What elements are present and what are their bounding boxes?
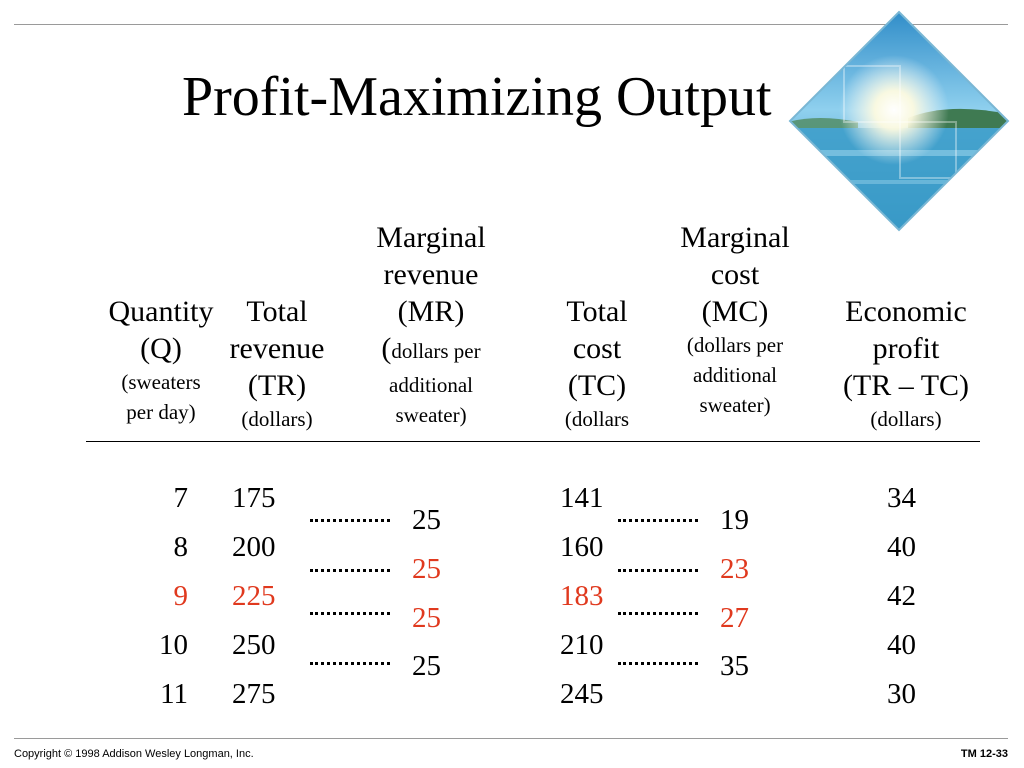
cell-marginal-cost: 19 [720, 504, 749, 536]
top-rule [14, 24, 1008, 25]
cell-quantity: 9 [173, 580, 189, 612]
cell-quantity: 11 [160, 678, 188, 710]
cell-total-cost: 141 [560, 482, 604, 514]
cell-quantity: 8 [173, 531, 189, 563]
header-divider [86, 441, 980, 442]
mc-leader-dots [618, 569, 698, 572]
header-marginal-revenue: Marginal revenue (MR) (dollars per addit… [376, 221, 486, 427]
copyright-text: Copyright © 1998 Addison Wesley Longman,… [14, 748, 254, 760]
cell-economic-profit: 34 [887, 482, 916, 514]
cell-quantity: 10 [159, 629, 188, 661]
cell-total-revenue: 175 [232, 482, 276, 514]
header-economic-profit: Economic profit (TR – TC) (dollars) [842, 295, 970, 431]
slide-title: Profit-Maximizing Output [182, 66, 772, 128]
cell-economic-profit: 40 [887, 629, 916, 661]
mc-leader-dots [618, 612, 698, 615]
mr-leader-dots [310, 612, 390, 615]
cell-economic-profit: 42 [887, 580, 916, 612]
cell-total-revenue: 225 [232, 580, 276, 612]
cell-economic-profit: 40 [887, 531, 916, 563]
mc-leader-dots [618, 519, 698, 522]
header-total-cost: Total cost (TC) (dollars [564, 295, 630, 431]
cell-marginal-revenue: 25 [412, 602, 441, 634]
cell-marginal-revenue: 25 [412, 650, 441, 682]
cell-economic-profit: 30 [887, 678, 916, 710]
header-quantity: Quantity (Q) (sweaters per day) [108, 295, 214, 424]
mr-leader-dots [310, 569, 390, 572]
mr-leader-dots [310, 519, 390, 522]
cell-marginal-cost: 35 [720, 650, 749, 682]
cell-marginal-revenue: 25 [412, 553, 441, 585]
cell-total-revenue: 200 [232, 531, 276, 563]
tropical-photo [788, 10, 1010, 232]
cell-total-cost: 183 [560, 580, 604, 612]
cell-marginal-revenue: 25 [412, 504, 441, 536]
mc-leader-dots [618, 662, 698, 665]
footer-rule [14, 738, 1008, 739]
cell-total-cost: 160 [560, 531, 604, 563]
mr-leader-dots [310, 662, 390, 665]
cell-total-revenue: 250 [232, 629, 276, 661]
cell-marginal-cost: 23 [720, 553, 749, 585]
cell-total-cost: 245 [560, 678, 604, 710]
cell-marginal-cost: 27 [720, 602, 749, 634]
header-marginal-cost: Marginal cost (MC) (dollars per addition… [680, 221, 790, 417]
cell-quantity: 7 [173, 482, 189, 514]
slide-id: TM 12-33 [960, 748, 1008, 760]
cell-total-revenue: 275 [232, 678, 276, 710]
header-total-revenue: Total revenue (TR) (dollars) [229, 295, 325, 431]
cell-total-cost: 210 [560, 629, 604, 661]
